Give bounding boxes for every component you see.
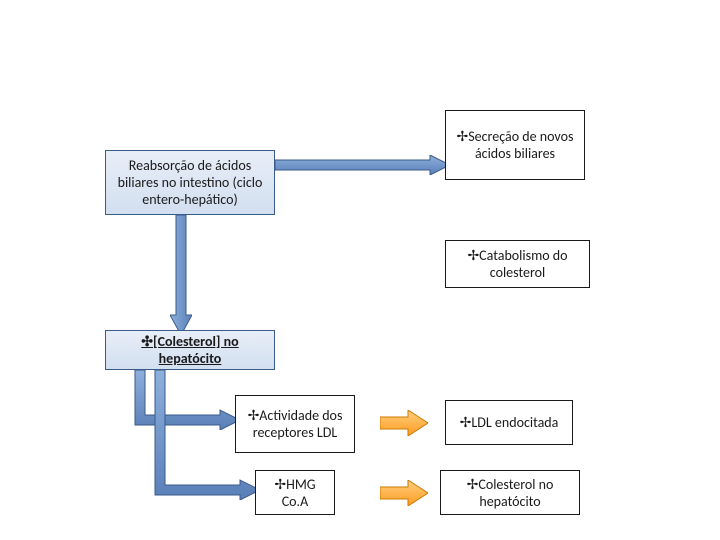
arrow-hmg-to-colhepat: [380, 480, 428, 506]
box-reabsorcao-text: Reabsorção de ácidos biliares no intesti…: [114, 157, 266, 208]
box-ldl-endo: ✢LDL endocitada: [445, 400, 573, 445]
box-hmg: ✢HMG Co.A: [255, 470, 335, 515]
arrow-actividade-to-ldl: [380, 410, 428, 436]
secrecao-symbol: ✢: [457, 128, 469, 144]
colesterol-symbol: ✣: [141, 333, 153, 349]
ldl-symbol: ✢: [460, 414, 472, 430]
box-catabolismo: ✢Catabolismo do colesterol: [445, 240, 590, 288]
colhepat2-symbol: ✢: [467, 476, 479, 492]
box-actividade: ✢Actividade dos receptores LDL: [235, 395, 355, 453]
catabolismo-symbol: ✢: [467, 247, 479, 263]
box-ldl-endo-text: LDL endocitada: [471, 414, 558, 431]
box-reabsorcao: Reabsorção de ácidos biliares no intesti…: [105, 150, 275, 215]
box-colesterol-hepat: ✣[Colesterol] no hepatócito: [105, 330, 275, 370]
arrow-reabsorcao-to-colesterol: [170, 215, 192, 335]
actividade-symbol: ✢: [248, 407, 260, 423]
box-col-hepat2-text: Colesterol no hepatócito: [478, 476, 553, 510]
box-col-hepat2: ✢Colesterol no hepatócito: [440, 470, 580, 515]
arrow-reabsorcao-to-secrecao: [275, 155, 450, 175]
box-secrecao-text: Secreção de novos ácidos biliares: [468, 128, 573, 162]
hmg-symbol: ✢: [274, 476, 286, 492]
box-hmg-text: HMG Co.A: [282, 476, 316, 510]
box-colesterol-hepat-text: [Colesterol] no hepatócito: [153, 333, 239, 367]
box-secrecao: ✢Secreção de novos ácidos biliares: [445, 110, 585, 180]
box-actividade-text: Actividade dos receptores LDL: [253, 407, 343, 441]
box-catabolismo-text: Catabolismo do colesterol: [479, 247, 567, 281]
